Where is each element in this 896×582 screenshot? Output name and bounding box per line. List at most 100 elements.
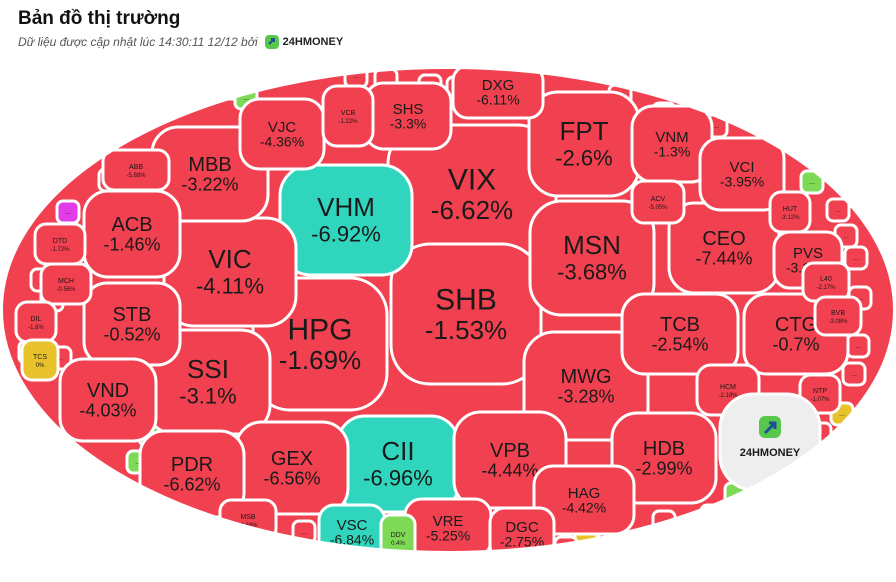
stock-change: -7.44%	[695, 249, 752, 269]
more-tile[interactable]	[843, 245, 869, 271]
stock-code: CEO	[702, 228, 745, 250]
stock-tile-abb[interactable]	[101, 148, 171, 192]
stock-change: -0.52%	[103, 325, 160, 345]
stock-change: -4.03%	[79, 401, 136, 421]
brand-watermark-icon	[759, 416, 781, 438]
more-label: ...	[383, 77, 389, 84]
update-text: Dữ liệu được cập nhật lúc 14:30:11 12/12…	[18, 35, 258, 49]
stock-code: HPG	[287, 314, 352, 347]
stock-code: BVB	[831, 310, 845, 317]
stock-change: -0.56%	[56, 287, 76, 293]
stock-change: -5.88%	[126, 173, 146, 179]
stock-code: SSI	[187, 354, 229, 384]
more-label: ...	[607, 537, 613, 544]
stock-code: CII	[381, 436, 414, 466]
more-label: ...	[713, 123, 719, 130]
stock-tile-hag[interactable]	[532, 464, 636, 536]
stock-tile-mch[interactable]	[39, 262, 93, 306]
more-label: ...	[197, 89, 203, 96]
more-label: ...	[301, 529, 307, 536]
stock-change: -2.99%	[635, 459, 692, 479]
stock-code: TCB	[660, 314, 700, 336]
stock-tile-dxg[interactable]	[451, 66, 545, 120]
more-label: ...	[855, 343, 861, 350]
more-label: ...	[353, 73, 359, 80]
stock-tile-msn[interactable]	[528, 199, 656, 317]
stock-code: VNM	[655, 129, 688, 146]
stock-tile-hut[interactable]	[768, 190, 812, 234]
stock-change: -6.11%	[476, 91, 519, 107]
stock-change: 0.4%	[391, 541, 405, 547]
stock-code: VIX	[448, 164, 496, 197]
more-label: ...	[853, 255, 859, 262]
stock-code: MSB	[240, 514, 256, 521]
stock-change: -6.62%	[163, 475, 220, 495]
stock-change: -3.95%	[720, 173, 764, 189]
stock-change: -4.11%	[196, 274, 264, 299]
stock-code: NTP	[813, 388, 827, 395]
stock-code: MWG	[560, 366, 611, 388]
stock-code: DXG	[482, 77, 515, 94]
stock-tile-vcb[interactable]	[321, 84, 375, 148]
stock-tile-vnd[interactable]	[58, 357, 158, 443]
stock-change: -2.54%	[651, 335, 708, 355]
stock-code: ACB	[111, 214, 152, 236]
stock-tile-hdb[interactable]	[610, 411, 718, 505]
stock-tile-shb[interactable]	[389, 242, 543, 386]
stock-change: -6.56%	[263, 469, 320, 489]
stock-tile-bvb[interactable]	[813, 295, 863, 337]
stock-code: TCS	[33, 354, 47, 361]
stock-tile-acv[interactable]	[630, 179, 686, 225]
stock-code: VIC	[208, 244, 251, 274]
stock-tile-mwg[interactable]	[522, 330, 650, 442]
stock-change: -4.42%	[562, 499, 606, 515]
stock-change: -6.62%	[431, 195, 513, 225]
stock-change: -4.44%	[481, 461, 538, 481]
more-tile[interactable]	[825, 197, 851, 223]
stock-code: ACV	[651, 196, 666, 203]
stock-tile-tcb[interactable]	[620, 292, 740, 376]
more-tile[interactable]	[841, 361, 867, 387]
brand-icon	[264, 35, 279, 49]
header: Bản đồ thị trường Dữ liệu được cập nhật …	[18, 6, 343, 50]
stock-code: SHS	[393, 101, 424, 118]
stock-code: HDB	[643, 438, 685, 460]
stock-change: -6.96%	[363, 466, 433, 491]
stock-code: VHM	[317, 192, 375, 222]
more-label: ...	[245, 529, 251, 536]
stock-tile-tcs[interactable]	[20, 338, 60, 382]
more-tile[interactable]	[553, 535, 579, 559]
page-title: Bản đồ thị trường	[18, 8, 181, 29]
more-tile[interactable]	[187, 79, 213, 105]
stock-code: DIL	[31, 316, 42, 323]
brand-logo[interactable]: 24HMONEY	[264, 34, 344, 50]
stock-change: -3.08%	[828, 319, 848, 325]
stock-code: DGC	[505, 519, 539, 536]
stock-code: PVS	[793, 245, 823, 262]
stock-code: VCI	[729, 159, 754, 176]
stock-change: -3.68%	[557, 260, 627, 285]
stock-change: -0.7%	[772, 335, 819, 355]
stock-code: VSC	[337, 517, 368, 534]
stock-change: -1.53%	[425, 315, 507, 345]
brand-name: 24HMONEY	[282, 36, 344, 48]
more-label: ...	[57, 355, 63, 362]
stock-code: L40	[820, 276, 832, 283]
stock-change: -6.84%	[330, 531, 374, 547]
stock-tile-vci[interactable]	[698, 136, 786, 212]
more-label: ...	[135, 459, 141, 466]
stock-change: -2.17%	[816, 285, 836, 291]
stock-code: VJC	[268, 119, 297, 136]
stock-change: -3.3%	[390, 115, 427, 131]
stock-code: HUT	[783, 206, 798, 213]
stock-code: HCM	[720, 384, 736, 391]
stock-change: -1.3%	[654, 143, 691, 159]
more-label: ...	[225, 85, 231, 92]
stock-code: ABB	[129, 164, 143, 171]
more-tile[interactable]	[215, 75, 241, 101]
more-label: ...	[843, 233, 849, 240]
stock-change: -6.92%	[311, 222, 381, 247]
stock-change: -1.46%	[103, 235, 160, 255]
stock-code: VPB	[490, 440, 530, 462]
stock-change: -4.36%	[260, 133, 304, 149]
